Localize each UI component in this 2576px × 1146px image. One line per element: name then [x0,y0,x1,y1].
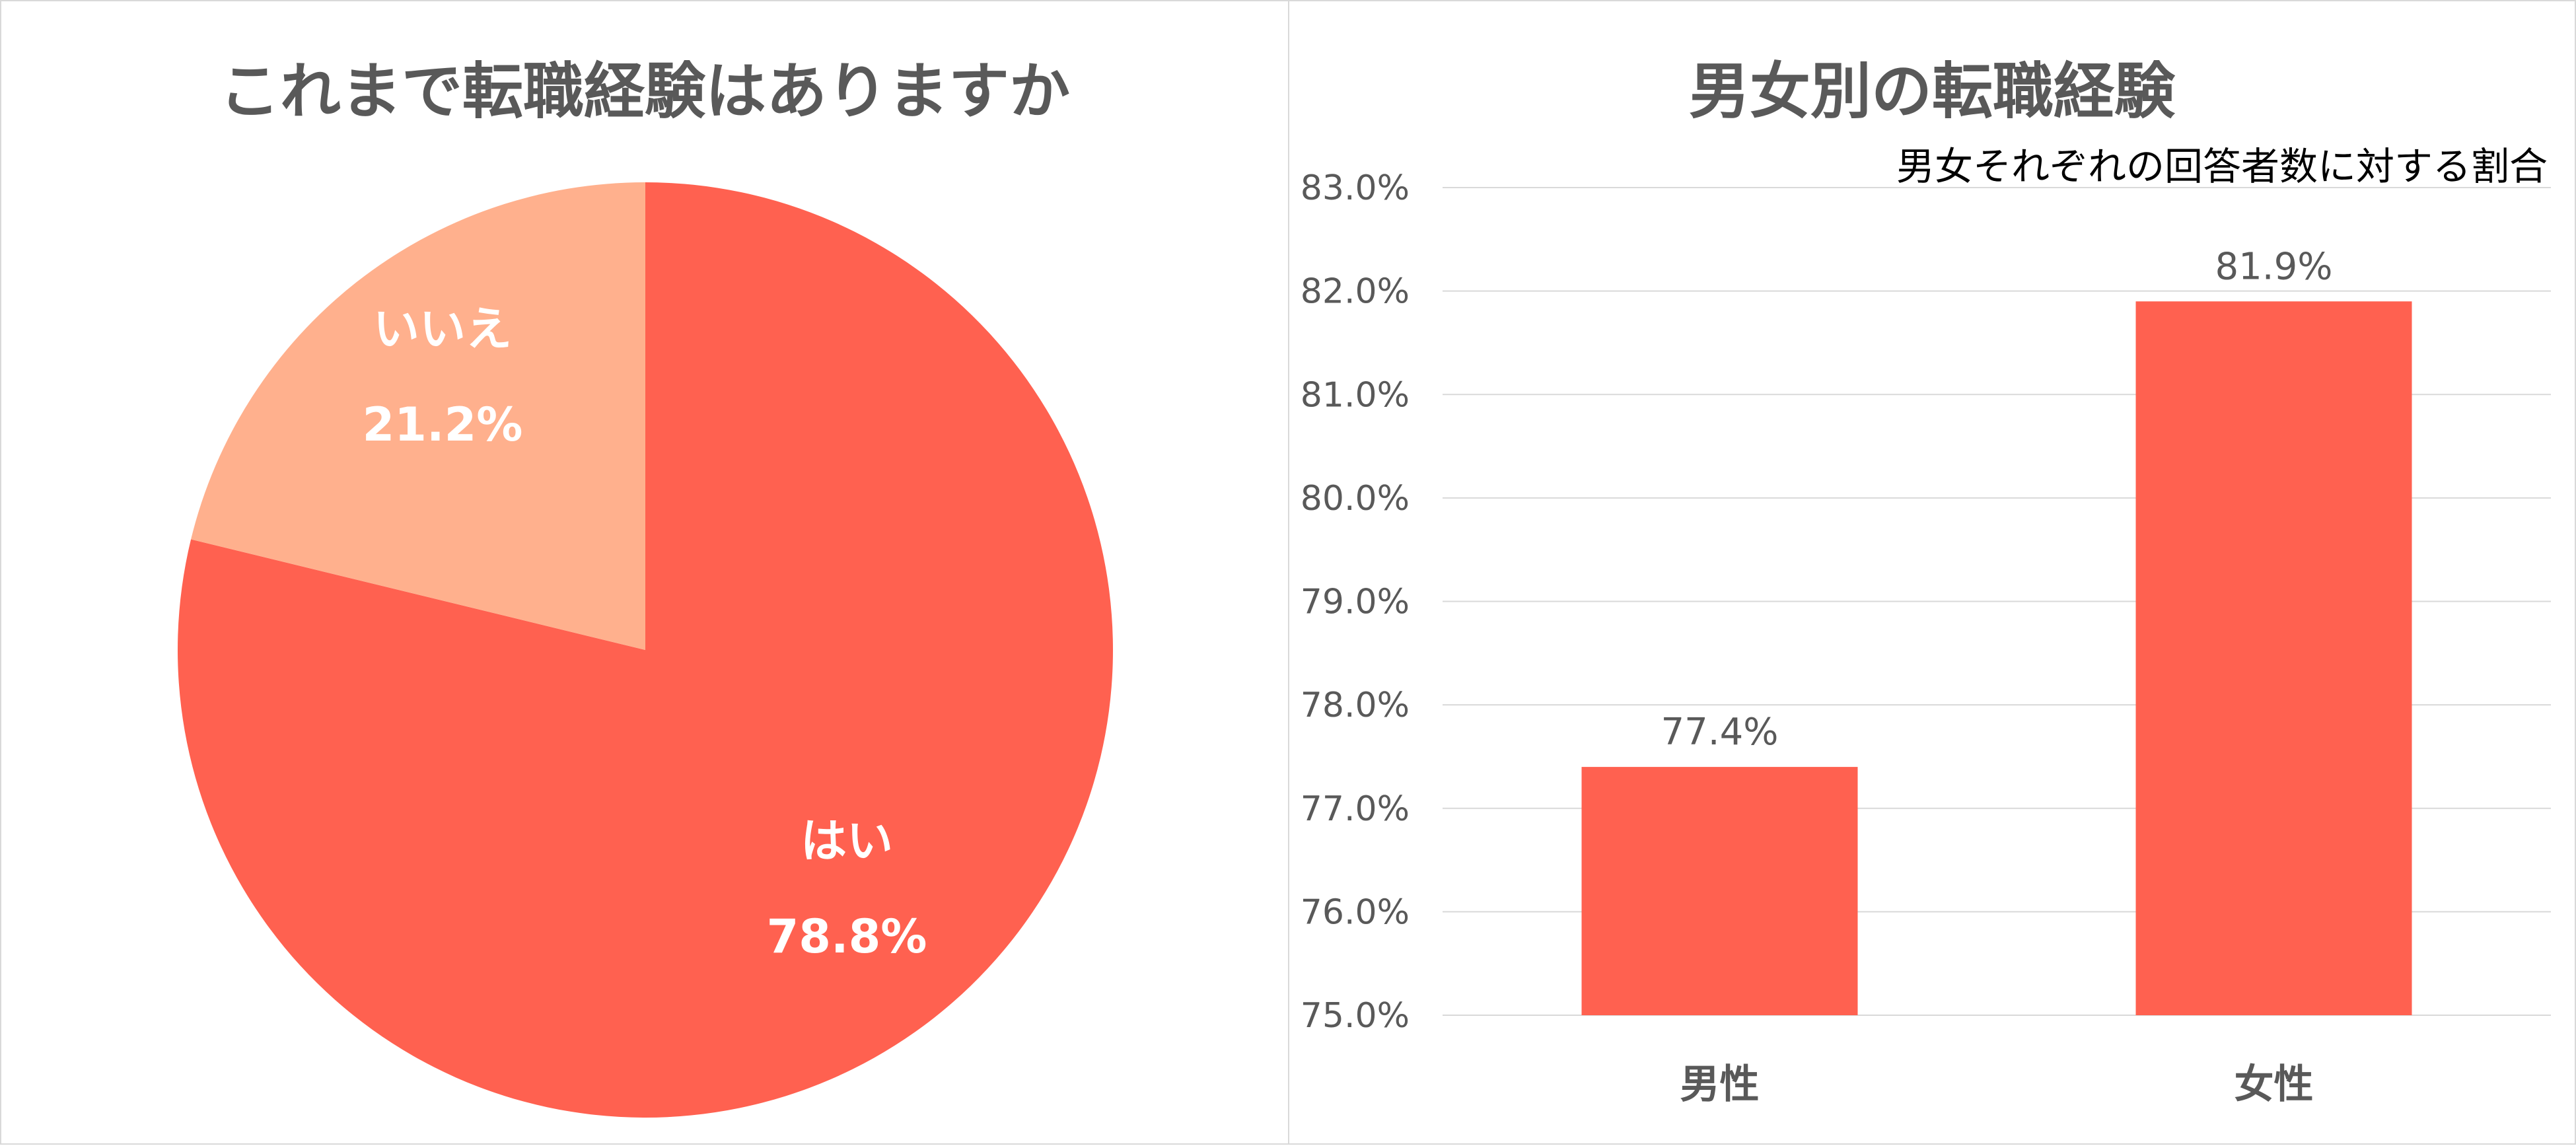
y-tick-label: 78.0% [1301,686,1410,725]
pie-chart: はい 78.8% いいえ 21.2% [177,182,1113,1118]
pie-slice-value-label: 78.8% [767,910,927,964]
bar [2135,301,2412,1016]
y-tick-label: 80.0% [1301,479,1410,519]
bar [1581,767,1858,1015]
bar-chart-panel: 男女別の転職経験 男女それぞれの回答者数に対する割合 75.0% 76.0% 77.0… [1288,0,2576,1145]
bar-chart-title: 男女別の転職経験 [1688,56,2175,127]
y-tick-label: 77.0% [1301,789,1410,829]
pie-chart-panel: これまで転職経験はありますか はい 78.8% いいえ 21.2% [0,0,1289,1145]
pie-slice [177,182,1113,1118]
y-tick-label: 81.0% [1301,375,1410,415]
bar-chart: 男女それぞれの回答者数に対する割合 75.0% 76.0% 77.0% 78.0% 79.… [1301,144,2551,1108]
y-tick-label: 82.0% [1301,272,1410,312]
y-tick-label: 79.0% [1301,583,1410,622]
x-category-label: 女性 [2235,1061,2314,1108]
bar-chart-subtitle: 男女それぞれの回答者数に対する割合 [1896,144,2548,189]
pie-slice [191,182,646,650]
y-tick-label: 75.0% [1301,996,1410,1036]
pie-slice-label: いいえ [373,302,512,356]
x-category-label: 男性 [1680,1061,1760,1108]
pie-slice-value-label: 21.2% [363,398,523,452]
y-tick-label: 83.0% [1301,168,1410,208]
bar-value-label: 81.9% [2215,245,2333,288]
bar-value-label: 77.4% [1661,711,1779,754]
y-tick-label: 76.0% [1301,892,1410,932]
pie-chart-title: これまで転職経験はありますか [219,56,1070,127]
pie-slice-label: はい [801,814,893,868]
